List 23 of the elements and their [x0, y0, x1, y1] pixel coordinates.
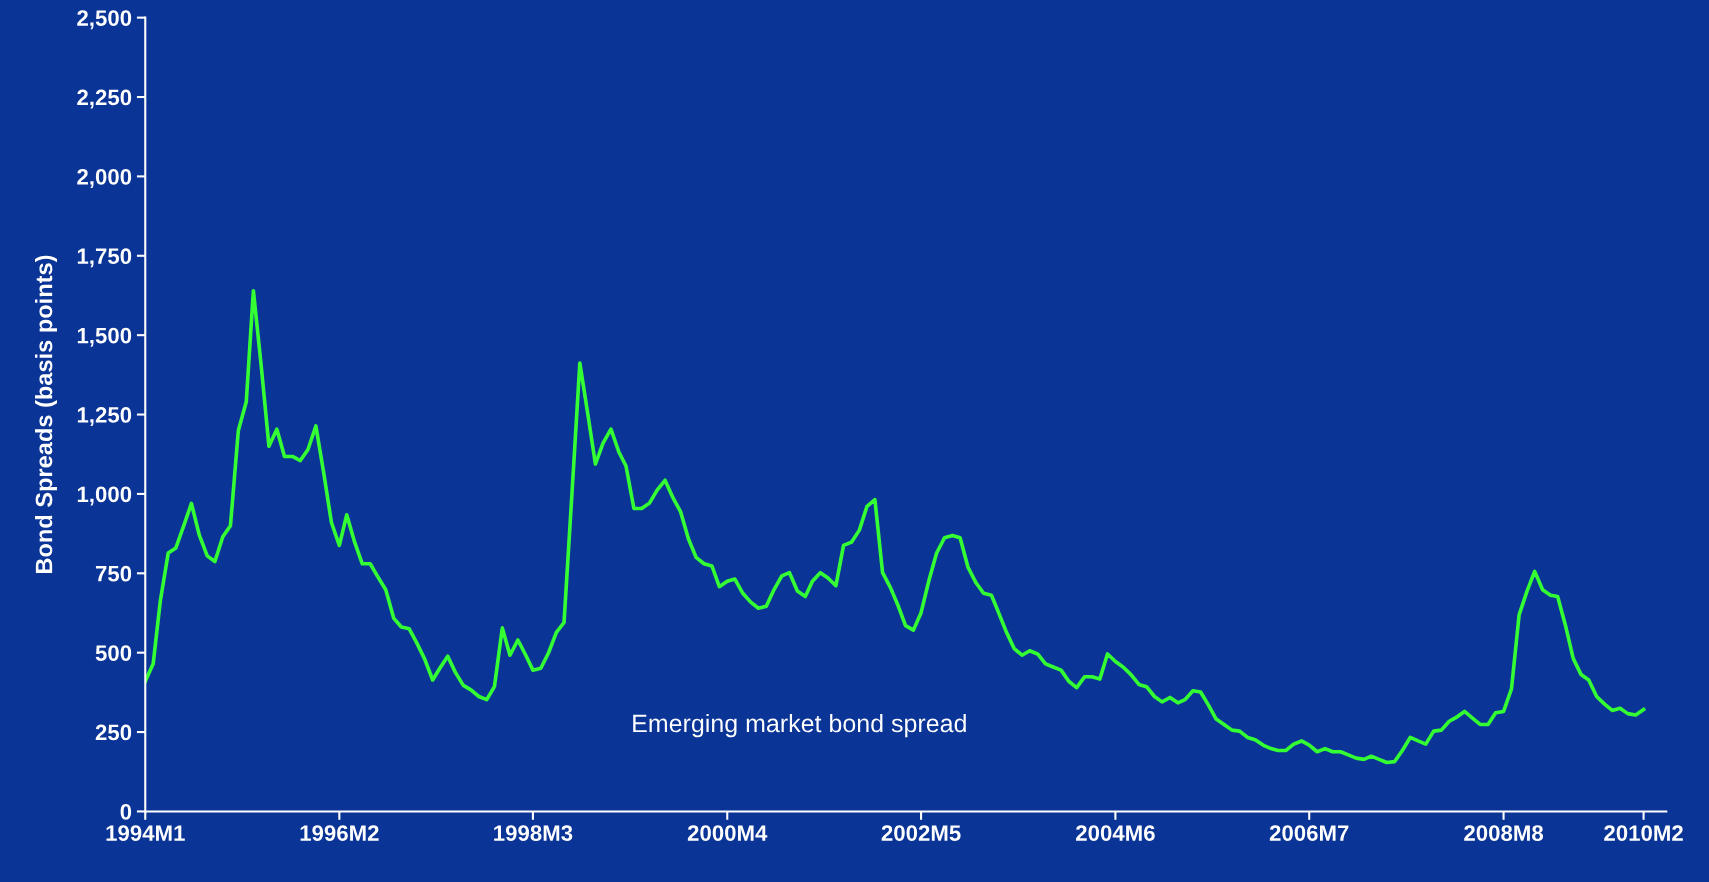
y-tick-label: 2,000 — [77, 168, 132, 188]
x-tick-label: 2008M8 — [1464, 825, 1544, 841]
y-tick-label: 1,750 — [77, 248, 132, 268]
x-tick-label: 1998M3 — [494, 825, 573, 841]
y-axis-title: Bond Spreads (basis points) — [35, 255, 58, 573]
y-tick-label: 2,500 — [77, 10, 132, 30]
y-tick-label: 750 — [95, 565, 132, 582]
x-tick-label: 2004M6 — [1076, 825, 1155, 841]
y-tick-label: 500 — [95, 645, 132, 661]
y-tick-label: 1,500 — [77, 327, 132, 347]
y-tick-label: 250 — [95, 724, 132, 741]
line-series — [145, 288, 1646, 765]
x-tick-label: 1996M2 — [300, 825, 379, 841]
y-tick-label: 0 — [120, 803, 132, 820]
x-tick-label: 2006M7 — [1269, 825, 1349, 841]
x-tick-label: 1994M1 — [106, 825, 185, 841]
y-tick-label: 1,250 — [77, 407, 132, 427]
x-tick-label: 2002M5 — [881, 825, 961, 841]
x-tick-label: 2010M2 — [1604, 825, 1683, 841]
x-tick-label: 2000M4 — [687, 825, 768, 841]
annotation: Emerging market bond spread — [633, 713, 966, 738]
y-tick-label: 2,250 — [77, 89, 132, 109]
y-tick-label: 1,000 — [77, 486, 132, 506]
